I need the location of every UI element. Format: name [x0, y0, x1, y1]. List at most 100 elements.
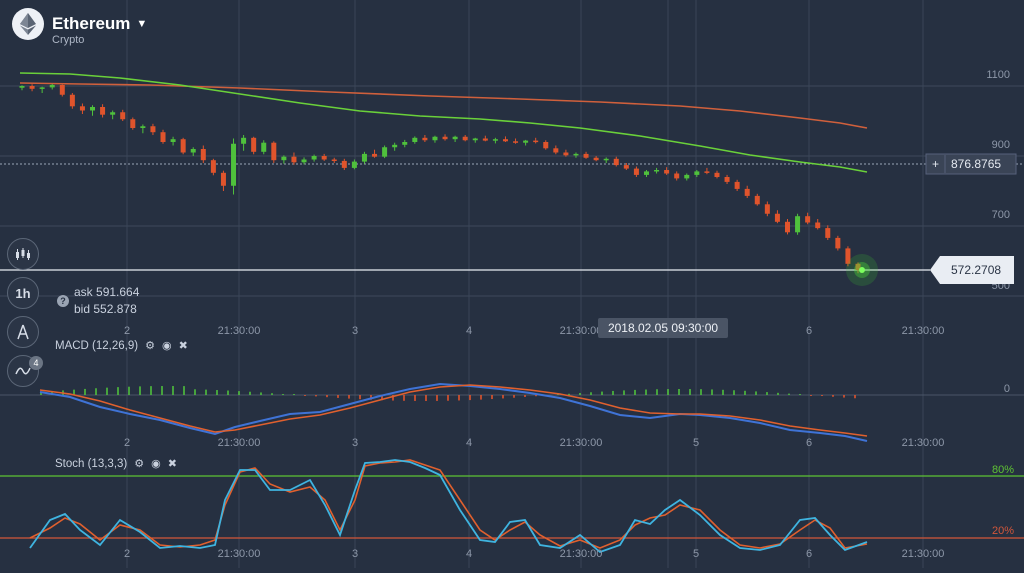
- candle-body: [845, 248, 851, 264]
- candle-body: [372, 153, 378, 157]
- time-label: 4: [466, 325, 472, 337]
- macd-histogram-bar: [689, 389, 691, 395]
- macd-histogram-bar: [711, 389, 713, 395]
- ask-quote: ask 591.664: [74, 285, 139, 299]
- close-icon[interactable]: ✖: [178, 340, 188, 352]
- time-axis-top: 2 21:30:00 3 4 21:30:00 6 21:30:00: [124, 325, 944, 337]
- time-label: 21:30:00: [560, 325, 603, 337]
- time-label: 21:30:00: [902, 437, 945, 449]
- macd-histogram-bar: [227, 390, 229, 395]
- macd-histogram-bar: [238, 391, 240, 395]
- eye-icon[interactable]: ◉: [161, 340, 172, 352]
- candle-body: [392, 144, 398, 148]
- candle-body: [623, 165, 629, 169]
- chart-type-button[interactable]: [7, 238, 39, 270]
- asset-title[interactable]: Ethereum: [52, 14, 131, 33]
- price-tick: 700: [992, 209, 1010, 221]
- chevron-down-icon[interactable]: ▼: [136, 18, 148, 30]
- candle-body: [170, 139, 176, 142]
- macd-histogram-bar: [392, 395, 394, 401]
- time-label: 21:30:00: [560, 548, 603, 560]
- macd-histogram-bar: [744, 390, 746, 395]
- candle-body: [29, 86, 35, 89]
- candle-body: [674, 173, 680, 179]
- macd-histogram-bar: [40, 392, 42, 395]
- candle-body: [231, 143, 237, 186]
- candle-body: [764, 204, 770, 214]
- crosshair-price-label: 876.8765: [951, 157, 1001, 171]
- macd-histogram-bar: [436, 395, 438, 401]
- macd-histogram-bar: [337, 395, 339, 398]
- candle-body: [110, 112, 116, 115]
- macd-histogram-bar: [326, 395, 328, 398]
- macd-histogram-bar: [260, 392, 262, 395]
- plus-icon[interactable]: +: [932, 157, 939, 171]
- candle-body: [472, 138, 478, 141]
- candle-body: [795, 216, 801, 233]
- macd-histogram-bar: [535, 395, 537, 397]
- macd-histogram-bar: [425, 395, 427, 401]
- macd-histogram: [40, 386, 856, 401]
- indicator-count-badge: 4: [29, 356, 43, 370]
- crosshair-time-label: 2018.02.05 09:30:00: [608, 321, 718, 335]
- candle-body: [251, 137, 257, 152]
- macd-histogram-bar: [799, 394, 801, 395]
- candle-body: [664, 170, 670, 174]
- candle-body: [825, 228, 831, 238]
- close-icon[interactable]: ✖: [167, 458, 177, 470]
- macd-histogram-bar: [205, 389, 207, 395]
- macd-histogram-bar: [271, 393, 273, 395]
- candle-body: [583, 153, 589, 158]
- macd-histogram-bar: [216, 390, 218, 395]
- macd-histogram-bar: [128, 386, 130, 395]
- price-tick: 1100: [986, 69, 1010, 81]
- macd-histogram-bar: [249, 391, 251, 395]
- info-icon[interactable]: ?: [57, 295, 69, 307]
- time-label: 21:30:00: [218, 548, 261, 560]
- candle-body: [140, 126, 146, 128]
- candle-body: [361, 153, 367, 162]
- time-label: 21:30:00: [218, 437, 261, 449]
- candle-body: [220, 172, 226, 186]
- macd-histogram-bar: [832, 395, 834, 397]
- candle-body: [331, 159, 337, 161]
- macd-histogram-bar: [161, 386, 163, 395]
- eye-icon[interactable]: ◉: [151, 458, 161, 470]
- crosshair-time-box: [598, 318, 728, 338]
- candle-body: [633, 168, 639, 175]
- candle-body: [523, 140, 529, 143]
- time-label: 21:30:00: [218, 325, 261, 337]
- drawing-tool-button[interactable]: [7, 316, 39, 348]
- candle-body: [442, 136, 448, 140]
- timeframe-button[interactable]: 1h: [7, 277, 39, 309]
- candle-body: [180, 139, 186, 153]
- macd-histogram-bar: [315, 395, 317, 397]
- candle-body: [301, 159, 307, 163]
- macd-histogram-bar: [524, 395, 526, 397]
- macd-histogram-bar: [359, 395, 361, 400]
- candle-body: [613, 158, 619, 166]
- vertical-grid: [126, 0, 924, 568]
- candle-body: [341, 160, 347, 168]
- candle-body: [714, 172, 720, 177]
- ethereum-icon: [12, 8, 44, 40]
- asset-header[interactable]: Ethereum ▼: [12, 8, 147, 40]
- time-label: 5: [693, 437, 699, 449]
- gear-icon[interactable]: ⚙: [145, 340, 155, 352]
- crosshair-price-box: [925, 153, 1017, 175]
- macd-histogram-bar: [777, 392, 779, 395]
- time-label: 6: [806, 548, 812, 560]
- gear-icon[interactable]: ⚙: [134, 458, 145, 470]
- candlestick-chart-icon: [16, 248, 30, 260]
- ma-fast-line: [19, 72, 868, 173]
- macd-histogram-bar: [172, 386, 174, 395]
- time-label: 21:30:00: [902, 548, 945, 560]
- macd-histogram-bar: [854, 395, 856, 399]
- candle-body: [79, 106, 85, 111]
- macd-histogram-bar: [293, 394, 295, 395]
- stoch-20-tick: 20%: [992, 525, 1014, 537]
- time-label: 3: [352, 548, 358, 560]
- candle-body: [271, 142, 277, 161]
